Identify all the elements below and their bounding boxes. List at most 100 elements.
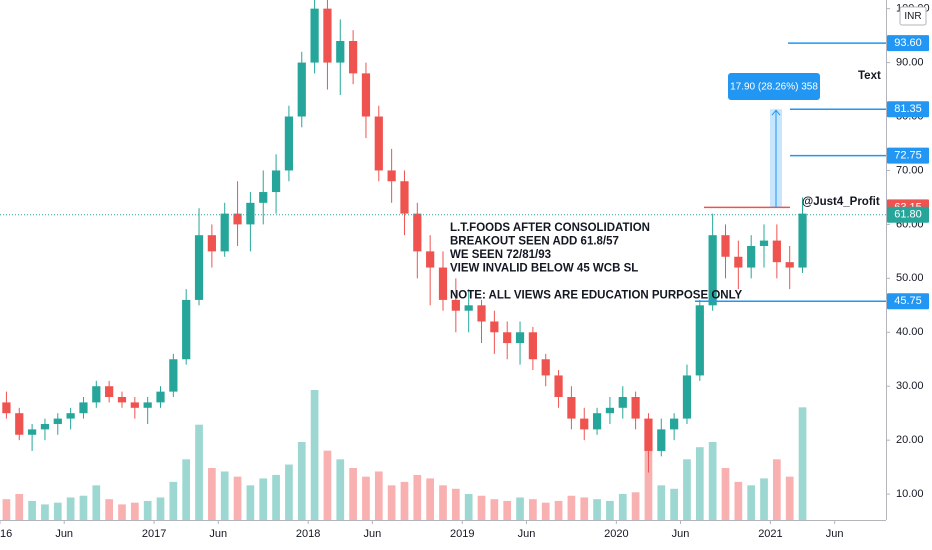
x-tick-label: 2017 <box>142 528 166 540</box>
level-label: 93.60 <box>894 37 922 49</box>
level-label-box <box>887 35 929 52</box>
candle-body <box>413 213 422 252</box>
volume-bar <box>143 500 152 520</box>
candle-body <box>682 375 692 419</box>
x-tick-label: Jun <box>518 528 536 540</box>
volume-bar <box>785 476 794 520</box>
candle-body <box>747 245 756 268</box>
candle-body <box>66 413 75 419</box>
candle-body <box>734 256 743 268</box>
volume-bar <box>593 499 601 520</box>
volume-bar <box>400 481 409 520</box>
candle-body <box>503 332 512 344</box>
volume-bar <box>683 459 691 520</box>
volume-bar <box>28 500 36 520</box>
y-tick-label: 30.00 <box>896 380 924 392</box>
volume-bar <box>105 499 113 520</box>
candle-body <box>220 213 229 252</box>
level-label-box <box>887 147 929 164</box>
volume-bar <box>387 485 396 520</box>
volume-bar <box>798 407 807 520</box>
level-label: 81.35 <box>894 103 922 115</box>
volume-bar <box>208 468 216 520</box>
candle-body <box>592 413 602 430</box>
candle-body <box>130 402 139 408</box>
candle-body <box>695 305 704 376</box>
candle-body <box>271 170 281 193</box>
candle-body <box>169 359 178 392</box>
volume-bar <box>773 459 781 520</box>
level-label-box <box>887 101 929 118</box>
volume-bar <box>195 424 203 520</box>
volume-bar <box>15 494 24 520</box>
candle-body <box>387 170 396 182</box>
volume-bar <box>297 442 306 520</box>
y-tick-label: 50.00 <box>896 272 924 284</box>
candle-body <box>156 391 165 403</box>
volume-bar <box>644 436 653 520</box>
y-tick-label: 10.00 <box>896 488 924 500</box>
candle-body <box>27 429 37 435</box>
candle-body <box>670 418 679 430</box>
volume-bar <box>336 459 345 520</box>
x-tick-label: 16 <box>0 528 12 540</box>
candle-body <box>297 62 306 117</box>
volume-bar <box>233 476 242 520</box>
volume-bar <box>670 488 678 520</box>
volume-bar <box>79 495 88 520</box>
y-tick-label: 20.00 <box>896 434 924 446</box>
volume-bar <box>349 468 357 520</box>
candle-body <box>105 386 114 398</box>
candle-body <box>477 305 486 322</box>
candle-body <box>194 235 204 300</box>
x-tick-label: 2018 <box>296 528 320 540</box>
volume-bar <box>721 468 730 520</box>
volume-bar <box>503 500 512 520</box>
candle-body <box>259 192 268 203</box>
volume-bar <box>246 485 255 520</box>
volume-bar <box>747 485 756 520</box>
candle-body <box>438 267 448 300</box>
volume-bar <box>310 390 319 520</box>
candle-body <box>759 240 769 246</box>
candle-body <box>644 418 653 451</box>
volume-bar <box>182 459 191 520</box>
volume-bar <box>92 485 101 520</box>
y-tick-label: 70.00 <box>896 164 924 176</box>
volume-bar <box>220 471 229 520</box>
volume-bar <box>708 442 717 520</box>
annotation-line: BREAKOUT SEEN ADD 61.8/57 <box>450 236 619 248</box>
volume-bar <box>362 476 370 520</box>
candle-body <box>323 8 332 63</box>
volume-bar <box>169 481 178 520</box>
x-tick-label: 2019 <box>450 528 474 540</box>
x-tick-label: 2020 <box>604 528 628 540</box>
candle-body <box>554 375 563 398</box>
candle-body <box>2 402 11 414</box>
text-label: Text <box>858 70 881 82</box>
volume-bar <box>541 502 550 520</box>
volume-bar <box>259 478 268 520</box>
candle-body <box>284 116 294 171</box>
currency-label: INR <box>904 11 921 22</box>
x-tick-label: Jun <box>209 528 227 540</box>
volume-bar <box>606 500 614 520</box>
author-label: @Just4_Profit <box>802 196 880 208</box>
x-tick-label: Jun <box>672 528 690 540</box>
annotation-line: WE SEEN 72/81/93 <box>450 249 551 261</box>
volume-bar <box>156 497 165 520</box>
level-label-box <box>887 293 929 310</box>
candle-body <box>40 423 50 430</box>
candle-body <box>541 359 550 376</box>
measure-label-box <box>728 73 820 100</box>
volume-bar <box>567 495 576 520</box>
candle-body <box>772 240 781 263</box>
annotation-line: L.T.FOODS AFTER CONSOLIDATION <box>450 222 650 234</box>
volume-bar <box>618 494 627 520</box>
measure-label: 17.90 (28.26%) 358 <box>730 82 818 93</box>
x-tick-label: 2021 <box>758 528 782 540</box>
volume-bar <box>734 481 743 520</box>
level-label-box <box>887 206 929 223</box>
x-tick-label: Jun <box>55 528 73 540</box>
level-label: 45.75 <box>894 295 922 307</box>
